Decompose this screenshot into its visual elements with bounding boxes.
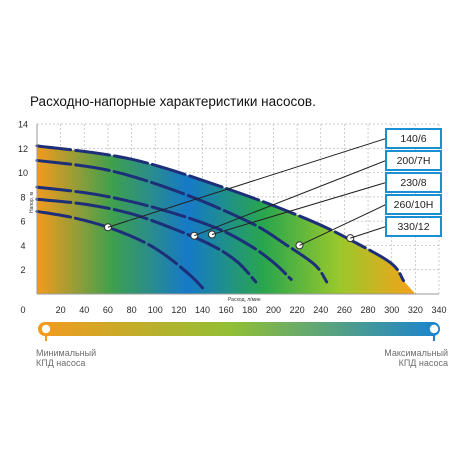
callout-label-26010h: 260/10H xyxy=(394,199,434,211)
x-tick-label: 100 xyxy=(148,305,163,315)
x-tick-label: 140 xyxy=(195,305,210,315)
y-tick-label: 12 xyxy=(18,144,28,154)
x-tick-label: 340 xyxy=(431,305,446,315)
x-axis-title: Расход, л/мин xyxy=(228,297,261,303)
x-tick-label: 320 xyxy=(408,305,423,315)
chart-title: Расходно-напорные характеристики насосов… xyxy=(30,94,316,109)
max-efficiency-label-line1: Максимальный xyxy=(384,348,448,358)
x-tick-label: 60 xyxy=(103,305,113,315)
series-curve-33012 xyxy=(35,144,406,283)
x-tick-label: 220 xyxy=(290,305,305,315)
callout-line-2007h xyxy=(194,160,387,237)
y-tick-label: 2 xyxy=(20,265,25,275)
callout-label-1406: 140/6 xyxy=(400,133,426,145)
x-tick-label: 20 xyxy=(56,305,66,315)
x-zero-label: 0 xyxy=(20,305,25,315)
efficiency-scale-bar xyxy=(38,322,440,336)
callout-line-33012 xyxy=(350,226,387,239)
efficiency-scale-left-marker xyxy=(41,324,51,334)
max-efficiency-label-line2: КПД насоса xyxy=(399,358,448,368)
series-curve-1406 xyxy=(35,209,205,290)
series-layer xyxy=(35,144,406,290)
callout-label-2007h: 200/7H xyxy=(397,155,431,167)
x-tick-label: 260 xyxy=(337,305,352,315)
x-tick-label: 80 xyxy=(127,305,137,315)
callout-line-26010h xyxy=(299,204,387,246)
callout-box-33012 xyxy=(385,216,442,237)
x-tick-label: 160 xyxy=(219,305,234,315)
y-axis-title: Напор, м xyxy=(29,192,35,213)
x-tick-label: 300 xyxy=(384,305,399,315)
callout-label-2308: 230/8 xyxy=(400,177,426,189)
x-tick-label: 40 xyxy=(79,305,89,315)
y-tick-label: 14 xyxy=(18,120,28,130)
callout-box-2007h xyxy=(385,150,442,171)
x-tick-label: 120 xyxy=(171,305,186,315)
legend-callouts: 140/6 200/7H 230/8 260/10H 330/12 xyxy=(107,128,442,246)
series-curve-26010h xyxy=(35,158,329,284)
series-curve-2308 xyxy=(35,185,293,281)
x-tick-label: 240 xyxy=(313,305,328,315)
efficiency-scale-right-marker xyxy=(429,324,439,334)
callout-label-33012: 330/12 xyxy=(397,221,429,233)
callout-box-26010h xyxy=(385,194,442,215)
callout-line-2308 xyxy=(211,182,387,235)
y-tick-label: 6 xyxy=(20,217,25,227)
min-efficiency-label-line1: Минимальный xyxy=(36,348,96,358)
x-tick-label: 200 xyxy=(266,305,281,315)
x-tick-label: 280 xyxy=(361,305,376,315)
y-tick-label: 4 xyxy=(20,241,25,251)
callout-box-1406 xyxy=(385,128,442,149)
y-tick-label: 8 xyxy=(20,192,25,202)
series-curve-2007h xyxy=(35,197,258,284)
x-tick-label: 180 xyxy=(242,305,257,315)
y-tick-label: 10 xyxy=(18,168,28,178)
callout-box-2308 xyxy=(385,172,442,193)
min-efficiency-label-line2: КПД насоса xyxy=(36,358,85,368)
efficiency-gradient-area xyxy=(37,145,416,294)
callout-line-1406 xyxy=(107,138,387,228)
